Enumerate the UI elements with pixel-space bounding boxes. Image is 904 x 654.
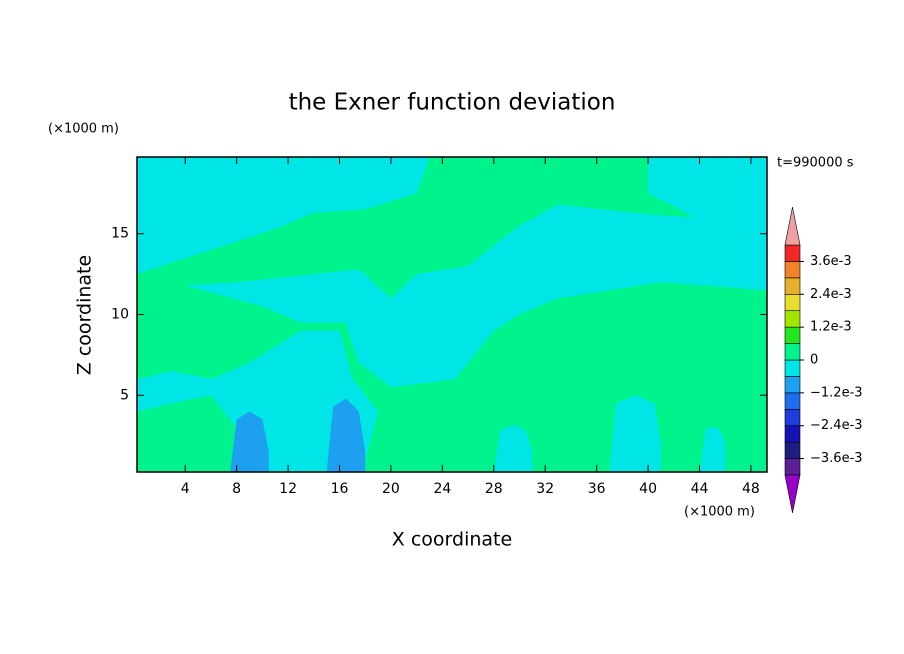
contour-region [609,395,661,472]
colorbar-box [784,244,801,262]
x-tick-label: 48 [742,481,760,497]
x-unit: (×1000 m) [684,505,755,520]
colorbar-box [784,458,801,476]
x-tick-label: 20 [382,481,400,497]
contour-region [230,411,269,472]
colorbar-tick-label: 1.2e-3 [810,320,852,335]
y-unit: (×1000 m) [48,122,119,137]
colorbar-tick-label: −1.2e-3 [810,385,863,400]
colorbar-box [784,310,801,328]
contour-region [137,157,430,275]
colorbar-box [784,376,801,394]
contour-field [137,157,767,472]
colorbar-box [784,343,801,361]
x-tick-label: 44 [691,481,709,497]
contour-region [699,427,726,472]
colorbar-tick-label: 2.4e-3 [810,287,852,302]
x-tick-label: 32 [536,481,554,497]
colorbar-tick-label: 0 [810,353,818,368]
colorbar-box [784,326,801,344]
x-tick-label: 16 [331,481,349,497]
colorbar-box [784,408,801,427]
y-tick-label: 5 [120,387,129,403]
colorbar-box [784,359,801,377]
x-tick-label: 40 [639,481,657,497]
x-tick-label: 12 [279,481,297,497]
contour-region [493,424,533,472]
colorbar-over [784,206,801,246]
x-tick-label: 36 [588,481,606,497]
colorbar-box [784,277,801,295]
x-tick-label: 8 [232,481,241,497]
x-axis-title: X coordinate [392,529,512,551]
colorbar-tick-label: −3.6e-3 [810,451,863,466]
contour-region [648,157,767,234]
y-tick-label: 15 [111,226,129,242]
contour-region [185,204,767,388]
time-label: t=990000 s [777,156,854,171]
colorbar-box [784,441,801,459]
x-tick-label: 4 [181,481,190,497]
y-axis-title: Z coordinate [74,255,96,375]
colorbar-tick-label: 3.6e-3 [810,254,852,269]
chart-title: the Exner function deviation [289,90,616,116]
y-tick-label: 10 [111,307,129,323]
colorbar-under [784,474,801,514]
colorbar-box [784,392,801,410]
colorbar-box [784,293,801,312]
x-tick-label: 28 [485,481,503,497]
contour-region [326,398,366,472]
x-tick-label: 24 [433,481,451,497]
contour-region [137,330,379,472]
colorbar-box [784,425,801,443]
colorbar-box [784,261,801,279]
colorbar-tick-label: −2.4e-3 [810,418,863,433]
